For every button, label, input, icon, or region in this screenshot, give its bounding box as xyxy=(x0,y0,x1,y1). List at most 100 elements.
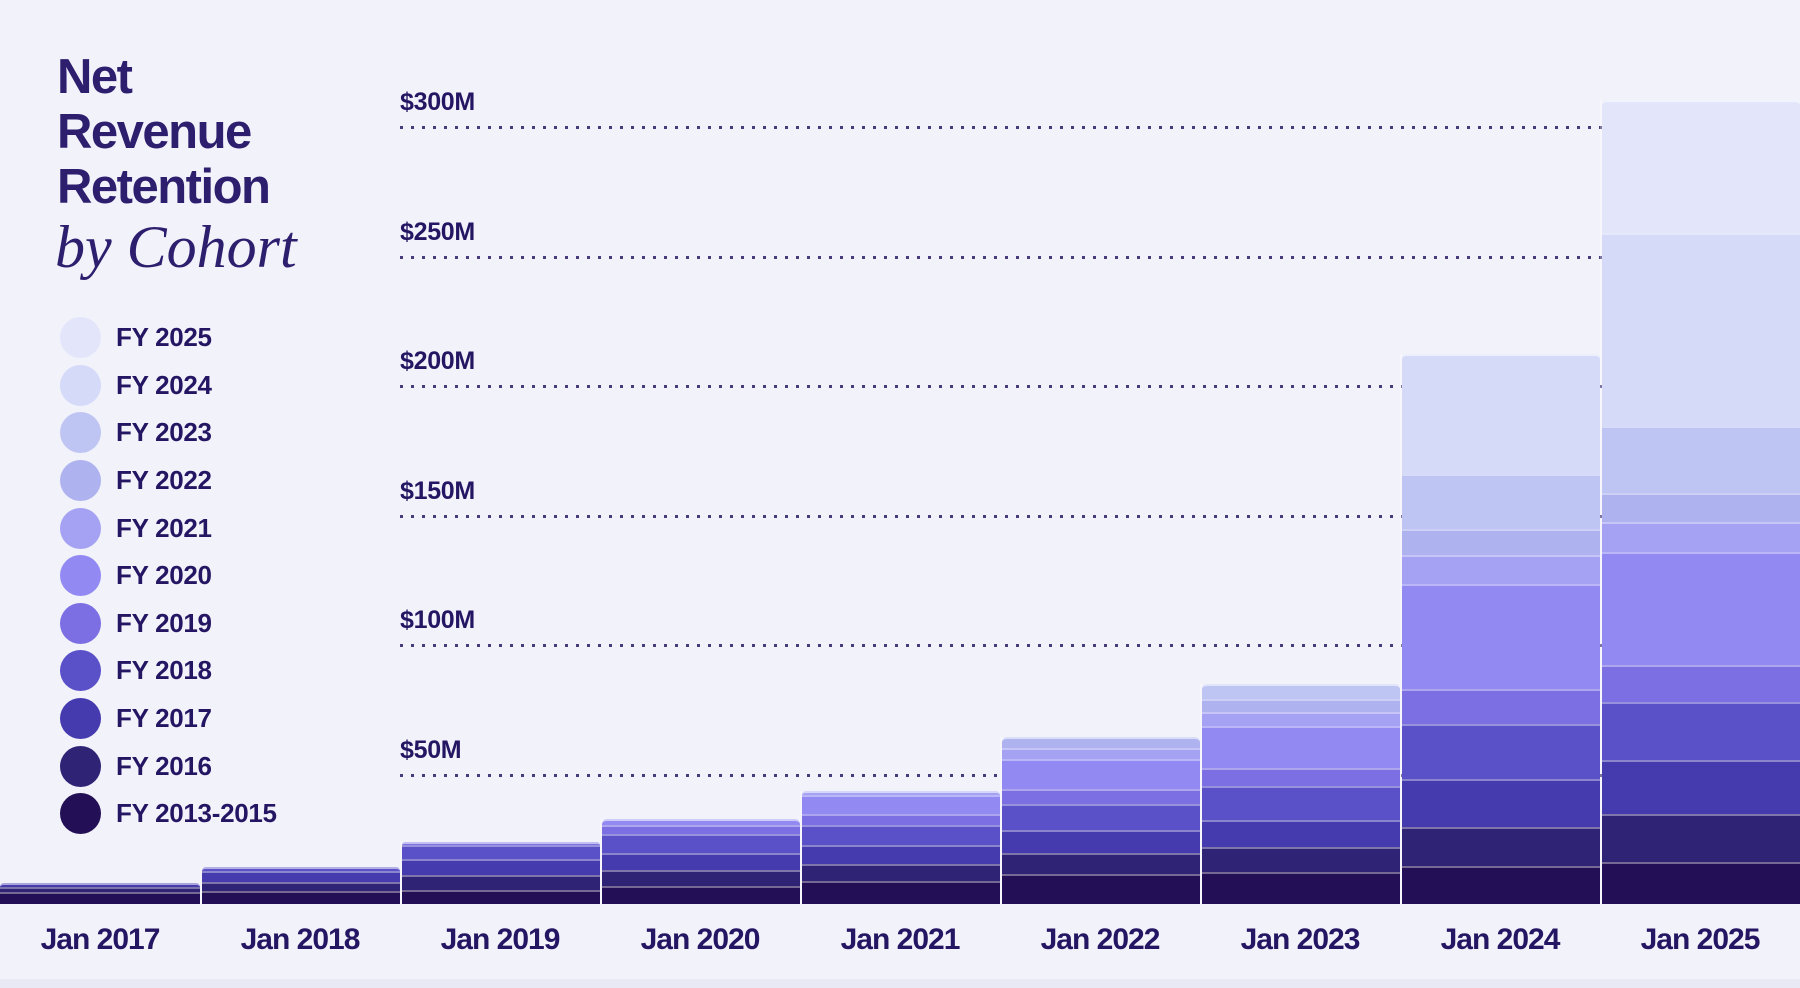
legend-swatch-icon xyxy=(60,698,101,740)
y-tick-label-300m: $300M xyxy=(400,88,475,116)
legend-swatch-icon xyxy=(60,555,101,597)
cohort-segment-fy-2016 xyxy=(202,882,400,892)
x-tick-label-jan-2021: Jan 2021 xyxy=(840,923,961,956)
cohort-segment-fy-2017 xyxy=(202,871,400,883)
legend: FY 2025 FY 2024 FY 2023 FY 2022 FY 2021 FY 20… xyxy=(60,314,277,838)
cohort-segment-fy-2017 xyxy=(402,859,600,876)
cohort-segment-fy-2018 xyxy=(1602,701,1800,761)
cohort-segment-fy-2024 xyxy=(1402,353,1600,475)
legend-item-fy-2021: FY 2021 xyxy=(60,504,277,552)
x-tick-label-jan-2019: Jan 2019 xyxy=(440,923,561,956)
cohort-segment-fy-2017 xyxy=(1202,819,1400,847)
cohort-segment-fy-2023 xyxy=(1402,474,1600,529)
cohort-segment-fy-2013-2015 xyxy=(1402,865,1600,904)
cohort-segment-fy-2017 xyxy=(1002,830,1200,854)
cohort-segment-fy-2023 xyxy=(1602,425,1800,493)
cohort-segment-fy-2022 xyxy=(1002,737,1200,748)
column-jan-2019 xyxy=(400,842,600,904)
cohort-segment-fy-2016 xyxy=(1402,826,1600,866)
grid-line-150m xyxy=(400,514,1800,518)
legend-item-label: FY 2020 xyxy=(116,560,212,591)
title-line-3: Retention xyxy=(57,160,271,214)
legend-swatch-icon xyxy=(60,793,101,835)
legend-item-fy-2025: FY 2025 xyxy=(60,314,277,362)
cohort-segment-fy-2024 xyxy=(1602,232,1800,426)
cohort-segment-fy-2021 xyxy=(1402,555,1600,584)
title-line-2: Revenue xyxy=(57,105,252,159)
x-tick-label-jan-2017: Jan 2017 xyxy=(40,923,161,956)
cohort-segment-fy-2017 xyxy=(1402,779,1600,827)
cohort-segment-fy-2018 xyxy=(802,825,1000,846)
x-tick-label-jan-2020: Jan 2020 xyxy=(640,923,761,956)
x-tick-label-jan-2023: Jan 2023 xyxy=(1240,923,1361,956)
legend-swatch-icon xyxy=(60,507,101,549)
cohort-segment-fy-2018 xyxy=(1002,804,1200,831)
cohort-segment-fy-2018 xyxy=(1202,785,1400,820)
cohort-segment-fy-2021 xyxy=(802,790,1000,796)
legend-item-fy-2024: FY 2024 xyxy=(60,362,277,410)
legend-item-label: FY 2022 xyxy=(116,465,212,496)
cohort-segment-fy-2013-2015 xyxy=(402,889,600,904)
column-jan-2020 xyxy=(600,819,800,904)
cohort-segment-fy-2025 xyxy=(1602,100,1800,233)
cohort-segment-fy-2019 xyxy=(1402,689,1600,725)
cohort-segment-fy-2019 xyxy=(602,824,800,835)
legend-item-label: FY 2021 xyxy=(116,512,212,543)
grid-line-300m xyxy=(400,126,1800,129)
legend-item-fy-2017: FY 2017 xyxy=(60,695,277,743)
cohort-segment-fy-2020 xyxy=(1602,552,1800,665)
y-tick-label-250m: $250M xyxy=(400,217,475,246)
cohort-segment-fy-2017 xyxy=(602,852,800,870)
legend-item-label: FY 2013-2015 xyxy=(116,798,277,829)
cohort-segment-fy-2016 xyxy=(402,875,600,890)
legend-swatch-icon xyxy=(60,602,101,644)
x-tick-label-jan-2025: Jan 2025 xyxy=(1640,923,1761,956)
page-title: Net Revenue Retention xyxy=(57,50,271,215)
cohort-segment-fy-2013-2015 xyxy=(0,892,200,904)
legend-item-fy-2016: FY 2016 xyxy=(60,742,277,790)
legend-item-label: FY 2019 xyxy=(116,607,212,638)
cohort-segment-fy-2013-2015 xyxy=(1202,871,1400,904)
cohort-segment-fy-2018 xyxy=(602,834,800,853)
cohort-segment-fy-2018 xyxy=(202,867,400,872)
cohort-segment-fy-2013-2015 xyxy=(1002,874,1200,904)
cohort-segment-fy-2020 xyxy=(1202,725,1400,768)
cohort-segment-fy-2022 xyxy=(1202,699,1400,712)
cohort-segment-fy-2013-2015 xyxy=(202,891,400,904)
y-tick-label-200m: $200M xyxy=(400,347,475,375)
legend-item-fy-2018: FY 2018 xyxy=(60,647,277,695)
legend-item-label: FY 2016 xyxy=(116,750,212,781)
column-jan-2018 xyxy=(200,867,400,904)
x-tick-label-jan-2018: Jan 2018 xyxy=(240,923,361,956)
cohort-segment-fy-2016 xyxy=(1202,846,1400,872)
x-tick-label-jan-2024: Jan 2024 xyxy=(1440,923,1561,956)
legend-swatch-icon xyxy=(60,745,101,787)
cohort-segment-fy-2019 xyxy=(1002,788,1200,805)
title-line-1: Net xyxy=(57,50,133,104)
legend-item-fy-2019: FY 2019 xyxy=(60,600,277,648)
legend-swatch-icon xyxy=(60,460,101,502)
legend-item-label: FY 2024 xyxy=(116,369,212,400)
cohort-segment-fy-2021 xyxy=(1602,522,1800,553)
cohort-segment-fy-2020 xyxy=(1002,758,1200,789)
legend-swatch-icon xyxy=(60,364,101,406)
legend-item-fy-2022: FY 2022 xyxy=(60,457,277,505)
x-tick-label-jan-2022: Jan 2022 xyxy=(1040,923,1161,956)
y-tick-label-150m: $150M xyxy=(400,476,475,505)
cohort-segment-fy-2016 xyxy=(802,864,1000,882)
column-jan-2023 xyxy=(1200,684,1400,904)
page-subtitle: by Cohort xyxy=(55,214,297,280)
column-jan-2021 xyxy=(800,790,1000,904)
cohort-segment-fy-2016 xyxy=(602,869,800,886)
cohort-segment-fy-2013-2015 xyxy=(802,881,1000,904)
cohort-segment-fy-2020 xyxy=(802,795,1000,815)
cohort-segment-fy-2023 xyxy=(1202,684,1400,700)
column-jan-2022 xyxy=(1000,737,1200,904)
cohort-segment-fy-2019 xyxy=(802,814,1000,826)
footer-strip xyxy=(0,979,1800,988)
cohort-segment-fy-2017 xyxy=(0,883,200,888)
legend-item-label: FY 2018 xyxy=(116,655,212,686)
grid-line-100m xyxy=(400,644,1800,647)
cohort-segment-fy-2022 xyxy=(1402,528,1600,556)
